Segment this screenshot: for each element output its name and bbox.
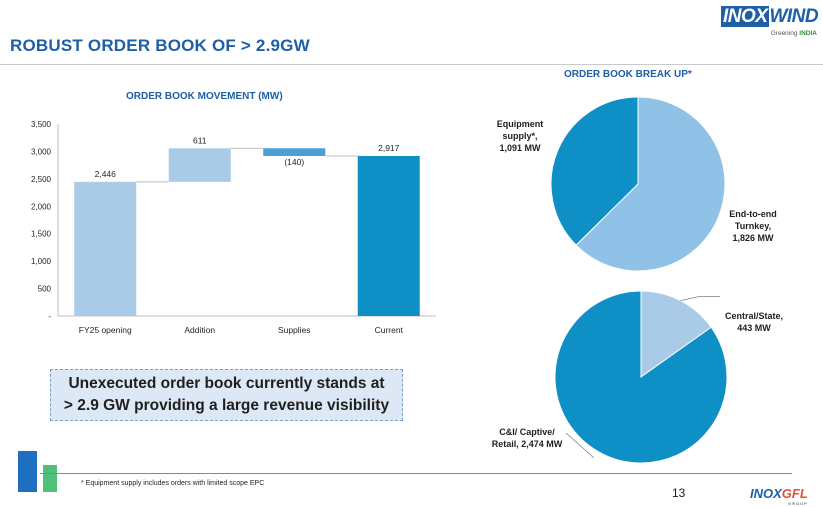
slice-label-central-state: Central/State, 443 MW xyxy=(725,311,783,333)
page-title: ROBUST ORDER BOOK OF > 2.9GW xyxy=(10,36,310,55)
bar-supplies xyxy=(263,148,326,156)
logo-tagline-strong: INDIA xyxy=(799,30,817,37)
inox-wind-logo: INOX WIND Greening INDIA xyxy=(721,6,819,42)
y-tick-label: 3,000 xyxy=(31,147,52,156)
y-tick-label: 1,000 xyxy=(31,257,52,266)
x-tick-label: FY25 opening xyxy=(79,325,132,335)
y-tick-label: 2,500 xyxy=(31,175,52,184)
order-book-movement-chart: - 500 1,000 1,500 2,000 2,500 3,000 3,500 2,446 F… xyxy=(31,120,436,335)
waterfall-chart-title: ORDER BOOK MOVEMENT (MW) xyxy=(126,91,283,102)
y-tick-label: - xyxy=(48,312,51,321)
footer-logo-b: GFL xyxy=(781,486,808,501)
footer-green-bar xyxy=(43,465,57,492)
data-label: (140) xyxy=(284,157,304,167)
slice-label-equipment-supply: Equipment supply*, 1,091 MW xyxy=(497,119,544,153)
logo-right-text: WIND xyxy=(769,6,819,27)
pie-chart-title: ORDER BOOK BREAK UP* xyxy=(564,69,692,80)
bar-addition xyxy=(168,148,231,182)
y-tick-label: 1,500 xyxy=(31,230,52,239)
footer-blue-bar xyxy=(18,451,37,492)
data-label: 2,917 xyxy=(378,143,400,153)
footer-logo-a: INOX xyxy=(750,486,782,501)
order-book-breakup-charts: Equipment supply*, 1,091 MW End-to-end Turnk… xyxy=(492,96,783,464)
page-number: 13 xyxy=(672,486,686,500)
leader-line-central-state xyxy=(680,296,720,301)
logo-left-text: INOX xyxy=(721,6,770,27)
slice-label-ci-captive-retail: C&I/ Captive/Retail, 2,474 MW xyxy=(492,427,563,449)
inox-gfl-logo: INOXGFL GROUP xyxy=(750,486,808,506)
bar-fy25-opening xyxy=(74,181,137,316)
y-tick-label: 500 xyxy=(38,285,52,294)
x-tick-label: Supplies xyxy=(278,325,311,335)
y-tick-label: 2,000 xyxy=(31,202,52,211)
footer-divider xyxy=(40,473,792,474)
callout-line-2: > 2.9 GW providing a large revenue visib… xyxy=(63,397,390,414)
title-divider xyxy=(0,64,823,65)
data-label: 611 xyxy=(193,135,207,145)
order-book-callout: Unexecuted order book currently stands a… xyxy=(50,369,403,421)
slice-central-state xyxy=(640,290,712,378)
leader-line-ci-captive-retail xyxy=(565,432,595,459)
callout-line-1: Unexecuted order book currently stands a… xyxy=(68,375,385,392)
slice-label-end-to-end-turnkey: End-to-end Turnkey, 1,826 MW xyxy=(729,209,777,243)
logo-tagline-prefix: Greening xyxy=(770,30,798,37)
x-tick-label: Current xyxy=(375,325,404,335)
slice-end-to-end-turnkey xyxy=(575,96,726,272)
slice-equipment-supply xyxy=(550,96,639,246)
slice-ci-captive-retail xyxy=(554,290,728,464)
y-tick-label: 3,500 xyxy=(31,120,52,129)
x-tick-label: Addition xyxy=(184,325,215,335)
footer-logo-sub: GROUP xyxy=(788,501,808,506)
data-label: 2,446 xyxy=(95,169,117,179)
footnote: * Equipment supply includes orders with … xyxy=(81,480,265,487)
bar-current xyxy=(357,155,420,316)
